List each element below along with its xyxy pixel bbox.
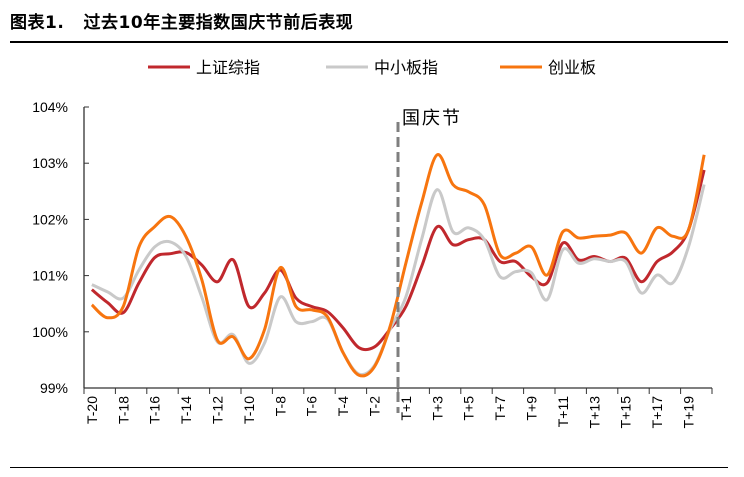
x-tick-label: T-14 [178, 396, 194, 424]
x-tick-label: T-16 [147, 396, 163, 424]
series-line [91, 184, 706, 377]
x-tick-label: T+9 [523, 396, 539, 421]
x-tick-label: T+13 [586, 396, 602, 429]
x-tick-label: T-2 [366, 396, 382, 416]
x-tick-label: T+17 [649, 396, 665, 429]
axes: 99% 100% 101% 102% 103% 104% T-20 T-18 T-16 T-14 T… [32, 99, 713, 429]
legend-label: 中小板指 [374, 59, 438, 77]
y-tick-label: 102% [32, 211, 68, 227]
y-tick-label: 103% [32, 155, 68, 171]
legend-label: 创业板 [548, 59, 596, 77]
figure-title: 图表1. 过去10年主要指数国庆节前后表现 [10, 13, 354, 33]
y-tick-label: 100% [32, 324, 68, 340]
x-tick-label: T-8 [272, 396, 288, 416]
x-tick-label: T-4 [335, 396, 351, 416]
y-tick-label: 104% [32, 99, 68, 115]
x-tick-label: T-10 [241, 396, 257, 424]
annotation: 国庆节 [396, 108, 462, 413]
x-tick-label: T+7 [492, 396, 508, 421]
holiday-label: 国庆节 [402, 108, 462, 128]
x-tick-label: T+5 [461, 396, 477, 421]
x-tick-label: T+15 [618, 396, 634, 429]
x-tick-label: T+3 [429, 396, 445, 421]
x-tick-label: T+19 [680, 396, 696, 429]
x-tick-label: T-18 [115, 396, 131, 424]
x-tick-label: T-6 [304, 396, 320, 416]
top-rule [10, 41, 728, 43]
x-tick-label: T-20 [84, 396, 100, 424]
legend: 上证综指 中小板指 创业板 [148, 59, 596, 77]
legend-label: 上证综指 [196, 59, 260, 77]
x-tick-label: T+11 [555, 396, 571, 427]
y-tick-label: 99% [40, 380, 68, 396]
y-tick-label: 101% [32, 268, 68, 284]
x-tick-label: T+1 [398, 396, 414, 421]
bottom-rule [10, 467, 728, 468]
x-tick-label: T-12 [209, 396, 225, 424]
